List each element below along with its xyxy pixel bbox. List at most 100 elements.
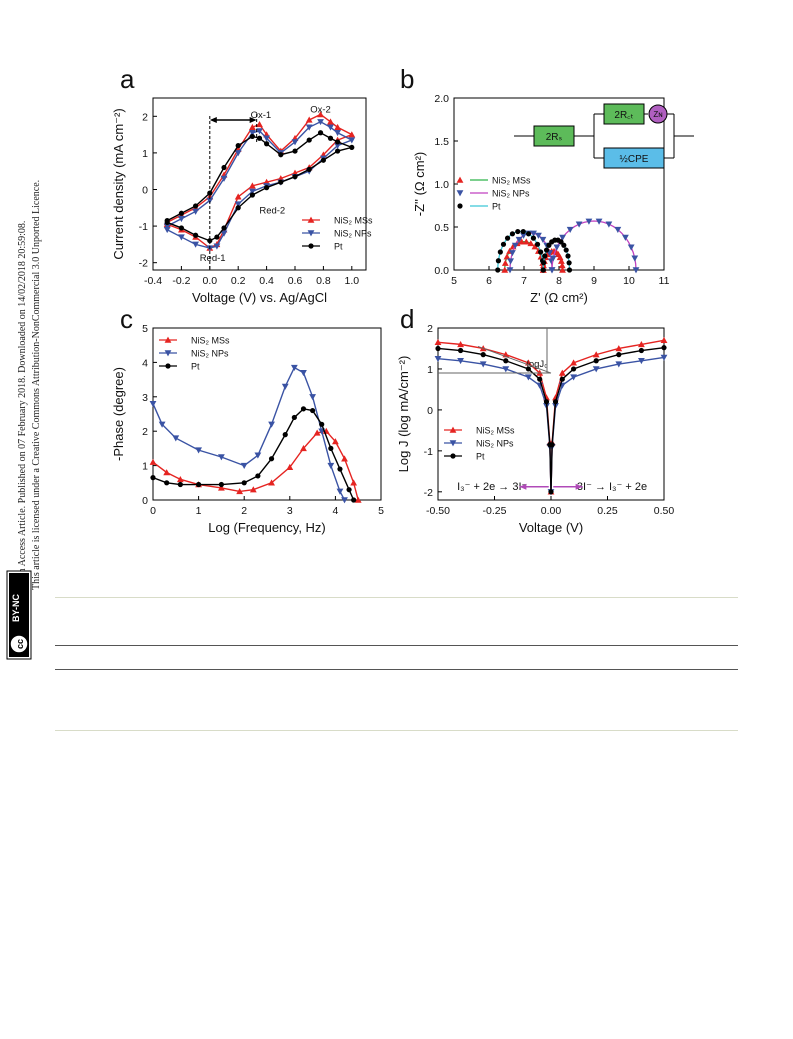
data-point <box>317 130 324 136</box>
y-tick-label: 1.0 <box>434 179 449 191</box>
data-point <box>542 253 548 259</box>
data-point <box>193 232 199 238</box>
data-point <box>281 383 289 390</box>
data-point <box>548 489 554 495</box>
data-point <box>334 142 341 149</box>
data-point <box>249 188 256 195</box>
data-point <box>264 141 270 147</box>
data-point <box>240 462 248 469</box>
data-point <box>164 480 170 486</box>
data-point <box>507 258 515 265</box>
data-point <box>192 208 199 215</box>
data-point <box>291 414 297 421</box>
data-point <box>515 236 523 243</box>
x-axis-label: Voltage (V) vs. Ag/AgCl <box>192 290 327 305</box>
data-point <box>541 260 547 266</box>
cc-logo-icon <box>9 634 29 654</box>
data-point <box>218 484 225 491</box>
legend-label: NiS₂ NPs <box>334 229 372 239</box>
circuit-label: 2Rₛ <box>546 132 563 143</box>
data-point <box>497 249 503 255</box>
data-point <box>309 394 316 401</box>
data-point <box>501 266 509 273</box>
data-point <box>178 216 185 223</box>
data-point <box>341 455 348 462</box>
x-tick-label: 0.8 <box>316 275 331 287</box>
data-point <box>256 120 263 128</box>
data-point <box>614 226 622 234</box>
data-point <box>495 267 501 273</box>
x-tick-label: 0.00 <box>541 505 562 517</box>
x-tick-label: -0.2 <box>172 275 190 287</box>
data-point <box>518 238 526 245</box>
y-axis-label: -Phase (degree) <box>111 367 126 461</box>
x-tick-label: 0 <box>150 505 156 517</box>
data-point <box>534 241 541 247</box>
legend-label: NiS₂ MSs <box>334 216 373 226</box>
y-tick-label: 0 <box>142 184 148 196</box>
annotation: Red-2 <box>259 205 285 216</box>
data-point <box>661 345 667 351</box>
data-point <box>566 260 572 266</box>
license-link[interactable]: This article is licensed under a Creativ… <box>31 179 42 590</box>
data-point <box>178 234 185 241</box>
data-point <box>290 364 298 371</box>
data-point <box>305 116 313 123</box>
data-point <box>434 338 442 346</box>
y-tick-label: 0 <box>427 405 433 417</box>
data-point <box>456 190 464 197</box>
figure: a -0.4 -0.2 0.0 0.2 0.4 0.6 0.8 1.0 -2 -1 0 1 2 Voltag… <box>111 64 694 535</box>
data-point <box>585 218 593 225</box>
equivalent-circuit: 2Rₛ 2R꜀ₜ Zɴ ½CPE <box>514 103 694 169</box>
data-point <box>660 354 668 361</box>
x-tick-label: 11 <box>659 275 670 287</box>
data-point <box>165 363 171 369</box>
data-point <box>249 192 255 198</box>
arrow-head <box>575 483 583 490</box>
data-point <box>234 150 242 157</box>
data-point <box>249 123 256 130</box>
data-point <box>543 399 550 405</box>
data-point <box>631 255 639 262</box>
cc-license-badge[interactable]: cc BY-NC <box>6 570 32 660</box>
data-point <box>256 128 263 135</box>
data-point <box>220 175 228 182</box>
legend-label: Pt <box>476 452 485 462</box>
x-tick-label: -0.50 <box>426 505 450 517</box>
chart-panel-c: c 0 1 2 3 4 5 0 1 2 3 4 5 Log (Frequency, Hz) -Phase (… <box>111 304 384 535</box>
data-point <box>264 185 270 191</box>
license-notice[interactable]: This article is licensed under a Creativ… <box>31 180 42 590</box>
data-point <box>163 223 171 230</box>
data-point <box>660 336 668 344</box>
data-point <box>511 242 519 249</box>
data-point <box>509 250 516 257</box>
y-tick-label: 2 <box>142 426 148 438</box>
data-point <box>221 164 227 171</box>
data-point <box>434 355 442 363</box>
x-tick-label: 6 <box>486 275 492 287</box>
data-point <box>291 139 299 146</box>
data-point <box>235 142 241 149</box>
data-point <box>278 152 284 158</box>
y-tick-label: 0.5 <box>434 222 449 234</box>
divider <box>55 645 738 646</box>
data-point <box>335 139 341 145</box>
data-point <box>449 440 457 447</box>
data-point <box>236 488 244 495</box>
data-point <box>218 454 225 461</box>
data-point <box>300 406 307 412</box>
x-tick-label: 0.0 <box>202 275 217 287</box>
data-point <box>354 496 362 503</box>
data-point <box>348 137 356 144</box>
annotation: Ox-2 <box>310 105 331 116</box>
arrow-head <box>249 117 257 123</box>
x-tick-label: 2 <box>241 505 247 517</box>
data-point <box>254 452 262 459</box>
y-tick-label: -1 <box>139 221 148 233</box>
data-point <box>559 266 566 273</box>
data-point <box>520 228 526 235</box>
y-tick-label: 1.5 <box>434 136 449 148</box>
y-axis-label: -Z'' (Ω cm²) <box>412 152 427 217</box>
annotation: 3I⁻ → I₃⁻ + 2e <box>577 481 647 493</box>
y-axis-label: Current density (mA cm⁻²) <box>111 108 126 259</box>
